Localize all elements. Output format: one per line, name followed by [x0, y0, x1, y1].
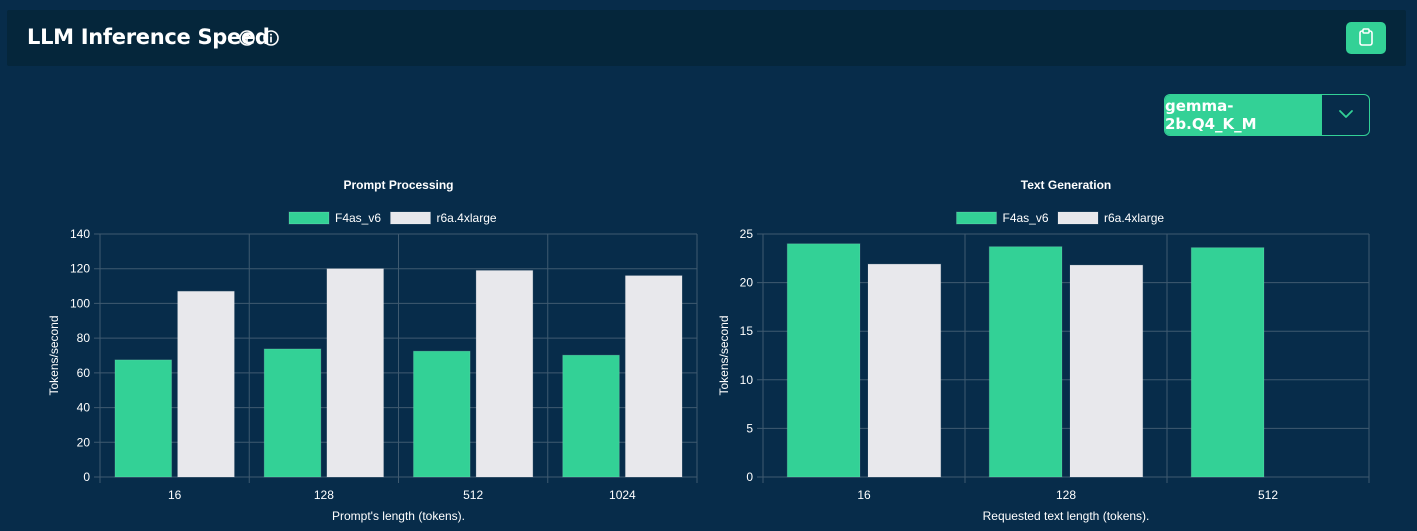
y-tick-label: 80 [77, 331, 91, 345]
clipboard-icon [1358, 27, 1374, 49]
bar-f4as-v6-512 [412, 350, 471, 478]
legend-label-1: r6a.4xlarge [1104, 211, 1164, 225]
x-tick-label: 16 [168, 488, 182, 502]
legend-swatch-0 [956, 211, 997, 225]
y-tick-label: 40 [77, 401, 91, 415]
chevron-down-icon [1338, 106, 1354, 124]
bar-f4as-v6-512 [1190, 247, 1265, 478]
bar-f4as-v6-16 [114, 359, 173, 478]
model-dropdown-toggle[interactable] [1322, 95, 1369, 135]
bar-r6a-4xlarge-1024 [624, 275, 683, 478]
y-tick-label: 120 [70, 262, 90, 276]
bar-f4as-v6-128 [988, 246, 1063, 478]
text-generation-chart: Text Generation F4as_v6 r6a.4xlarge 0 5 10 15 2… [717, 178, 1370, 523]
legend-label-0: F4as_v6 [335, 211, 381, 225]
y-axis-label: Tokens/second [47, 315, 61, 395]
chart-title: Text Generation [1021, 178, 1111, 192]
info-circle-icon[interactable] [262, 29, 280, 47]
bar-r6a-4xlarge-512 [475, 269, 534, 478]
x-tick-label: 512 [1258, 488, 1278, 502]
y-tick-label: 20 [740, 276, 754, 290]
y-tick-label: 60 [77, 366, 91, 380]
bar-r6a-4xlarge-16 [177, 290, 235, 478]
y-tick-label: 25 [740, 227, 754, 241]
page-header: LLM Inference Speed [7, 10, 1406, 66]
legend-swatch-0 [288, 211, 330, 225]
y-tick-label: 0 [746, 470, 753, 484]
legend-label-1: r6a.4xlarge [437, 211, 497, 225]
prompt-processing-chart: Prompt Processing F4as_v6 r6a.4xlarge 0 20 40… [47, 178, 698, 523]
x-axis-label: Requested text length (tokens). [983, 509, 1150, 523]
x-tick-label: 512 [463, 488, 483, 502]
x-tick-label: 16 [857, 488, 871, 502]
arrow-up-circle-icon[interactable] [238, 29, 256, 47]
y-tick-label: 0 [83, 470, 90, 484]
model-selected-label[interactable]: gemma-2b.Q4_K_M [1165, 95, 1322, 135]
bar-f4as-v6-1024 [562, 354, 620, 478]
x-tick-label: 128 [314, 488, 334, 502]
bar-f4as-v6-16 [786, 243, 861, 478]
y-tick-label: 100 [70, 296, 90, 310]
chart-title: Prompt Processing [343, 178, 453, 192]
bar-r6a-4xlarge-128 [326, 268, 385, 478]
page-title: LLM Inference Speed [27, 25, 270, 49]
y-axis-label: Tokens/second [717, 315, 731, 395]
bar-r6a-4xlarge-128 [1069, 264, 1144, 478]
y-tick-label: 140 [70, 227, 90, 241]
x-tick-label: 1024 [609, 488, 636, 502]
y-tick-label: 5 [746, 421, 753, 435]
x-axis-label: Prompt's length (tokens). [332, 509, 465, 523]
model-dropdown[interactable]: gemma-2b.Q4_K_M [1164, 94, 1370, 136]
legend-swatch-1 [1057, 211, 1099, 225]
bar-r6a-4xlarge-16 [867, 263, 942, 478]
y-tick-label: 10 [740, 373, 754, 387]
y-tick-label: 15 [740, 324, 754, 338]
y-tick-label: 20 [77, 435, 91, 449]
legend-label-0: F4as_v6 [1003, 211, 1049, 225]
bar-f4as-v6-128 [263, 348, 322, 478]
legend-swatch-1 [390, 211, 431, 225]
x-tick-label: 128 [1056, 488, 1076, 502]
copy-clipboard-button[interactable] [1346, 22, 1386, 54]
